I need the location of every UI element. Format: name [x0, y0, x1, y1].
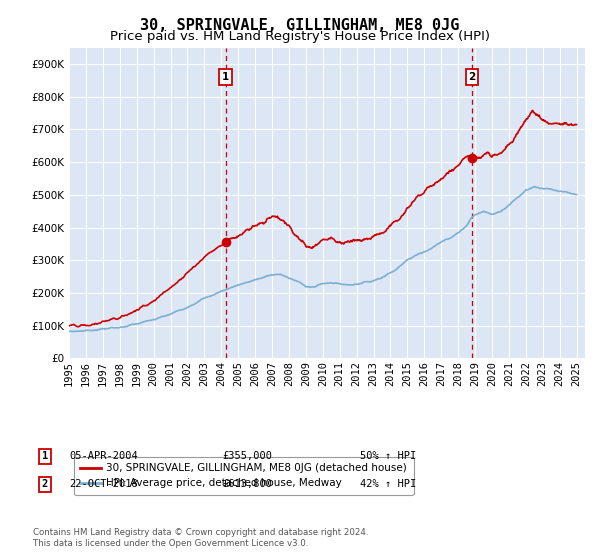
- Text: 22-OCT-2018: 22-OCT-2018: [69, 479, 138, 489]
- Text: £355,000: £355,000: [222, 451, 272, 461]
- Text: £613,800: £613,800: [222, 479, 272, 489]
- Text: 42% ↑ HPI: 42% ↑ HPI: [360, 479, 416, 489]
- Text: 1: 1: [42, 451, 48, 461]
- Text: 05-APR-2004: 05-APR-2004: [69, 451, 138, 461]
- Text: 1: 1: [222, 72, 229, 82]
- Text: Price paid vs. HM Land Registry's House Price Index (HPI): Price paid vs. HM Land Registry's House …: [110, 30, 490, 43]
- Text: Contains HM Land Registry data © Crown copyright and database right 2024.
This d: Contains HM Land Registry data © Crown c…: [33, 528, 368, 548]
- Text: 2: 2: [468, 72, 475, 82]
- Text: 2: 2: [42, 479, 48, 489]
- Text: 50% ↑ HPI: 50% ↑ HPI: [360, 451, 416, 461]
- Text: 30, SPRINGVALE, GILLINGHAM, ME8 0JG: 30, SPRINGVALE, GILLINGHAM, ME8 0JG: [140, 18, 460, 33]
- Legend: 30, SPRINGVALE, GILLINGHAM, ME8 0JG (detached house), HPI: Average price, detach: 30, SPRINGVALE, GILLINGHAM, ME8 0JG (det…: [74, 457, 413, 494]
